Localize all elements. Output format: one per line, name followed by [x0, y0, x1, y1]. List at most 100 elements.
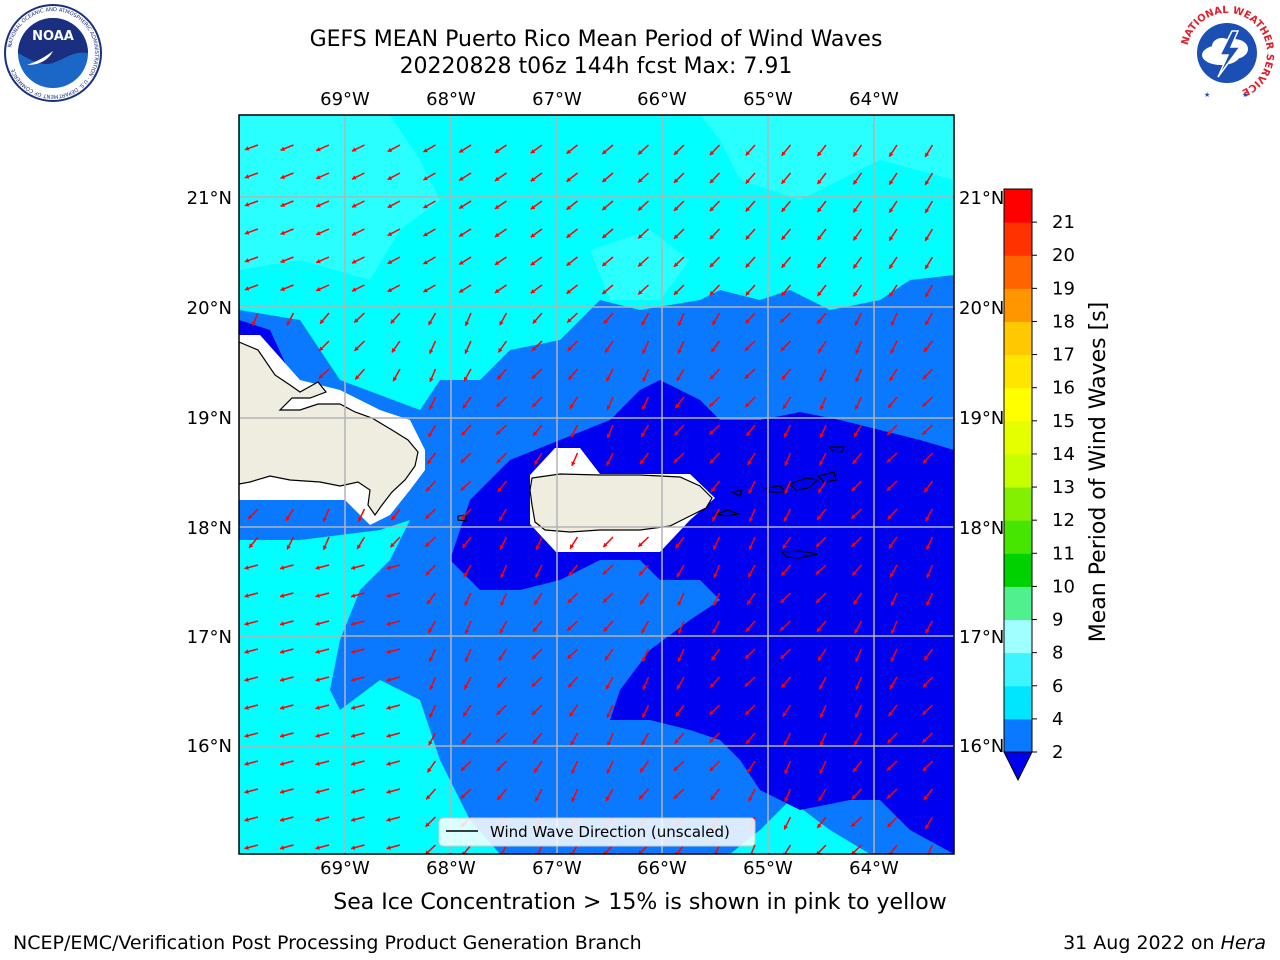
- wind-arrow-head: [854, 405, 860, 410]
- wind-arrow-head: [709, 262, 715, 268]
- wind-arrow-head: [464, 629, 470, 634]
- wind-arrow-head: [745, 291, 750, 296]
- map-subtitle: 20220828 t06z 144h fcst Max: 7.91: [399, 54, 793, 79]
- wind-arrow-head: [889, 208, 894, 213]
- wind-arrow-head: [641, 740, 646, 746]
- wind-arrow-head: [926, 545, 931, 550]
- wind-arrow-head: [889, 180, 894, 185]
- wind-arrow-head: [386, 761, 391, 766]
- wind-arrow-head: [286, 320, 291, 326]
- wind-arrow-head: [315, 733, 320, 738]
- wind-arrow-head: [351, 175, 357, 180]
- wind-arrow-head: [888, 711, 893, 717]
- wind-arrow-head: [280, 230, 285, 235]
- wind-arrow-head: [922, 738, 927, 743]
- wind-arrow-head: [852, 459, 857, 464]
- colorbar-swatch: [1004, 520, 1032, 554]
- wind-arrow-head: [780, 626, 785, 631]
- wind-arrow-head: [642, 713, 647, 718]
- wind-arrow-head: [819, 377, 824, 382]
- wind-arrow-head: [709, 234, 715, 240]
- wind-arrow-head: [817, 263, 822, 269]
- wind-arrow-head: [315, 845, 320, 850]
- wind-arrow-head: [570, 432, 575, 438]
- wind-arrow-head: [606, 461, 611, 466]
- wind-arrow-head: [423, 260, 428, 265]
- wind-arrow-head: [818, 656, 823, 661]
- wind-arrow-head: [638, 262, 643, 267]
- wind-arrow-head: [602, 570, 608, 575]
- wind-arrow-head: [747, 460, 752, 465]
- wind-arrow-head: [531, 346, 537, 351]
- wind-arrow-head: [461, 514, 466, 520]
- wind-arrow-head: [386, 705, 391, 710]
- wind-arrow-head: [351, 147, 357, 152]
- colorbar-tick-label: 11: [1052, 543, 1075, 564]
- wind-arrow-head: [425, 850, 430, 854]
- wind-arrow-head: [391, 347, 397, 353]
- wind-arrow-head: [532, 739, 538, 744]
- wind-arrow-head: [639, 570, 644, 576]
- wind-arrow-head: [322, 517, 328, 522]
- wind-arrow-head: [279, 817, 285, 822]
- wind-arrow-head: [853, 263, 858, 269]
- wind-arrow-head: [494, 204, 500, 209]
- wind-arrow-head: [673, 290, 679, 295]
- colorbar-tick-label: 21: [1052, 212, 1075, 233]
- colorbar-tick-label: 6: [1052, 676, 1063, 697]
- wind-arrow-head: [639, 794, 644, 800]
- wind-arrow-head: [710, 374, 715, 380]
- wind-arrow-head: [638, 234, 643, 239]
- wind-arrow-head: [819, 684, 824, 690]
- wind-arrow-head: [709, 738, 714, 743]
- lon-label-bottom: 66°W: [637, 858, 687, 879]
- wind-arrow-head: [386, 649, 391, 654]
- wind-arrow-head: [315, 593, 320, 598]
- lat-label-left: 16°N: [187, 736, 232, 757]
- wind-arrow-head: [285, 516, 290, 521]
- wind-arrow-head: [745, 710, 750, 715]
- wind-arrow-head: [854, 320, 859, 326]
- wind-arrow-head: [350, 565, 356, 570]
- lat-label-right: 18°N: [959, 518, 1004, 539]
- wind-arrow-head: [851, 542, 856, 547]
- wind-arrow-head: [464, 601, 469, 606]
- wind-arrow-head: [423, 176, 428, 181]
- wind-arrow-head: [641, 628, 646, 634]
- wind-arrow-head: [780, 318, 785, 323]
- wind-arrow-head: [315, 565, 320, 570]
- wind-arrow-head: [460, 458, 466, 463]
- wind-arrow-head: [851, 822, 856, 827]
- wind-arrow-head: [854, 740, 859, 745]
- colorbar-swatch: [1004, 321, 1032, 356]
- wind-arrow-head: [887, 430, 892, 436]
- lon-label-top: 65°W: [743, 89, 793, 110]
- wind-arrow-head: [923, 682, 928, 688]
- wind-arrow-head: [386, 565, 391, 570]
- lat-label-right: 20°N: [959, 298, 1004, 319]
- wind-arrow-head: [531, 374, 537, 379]
- lon-label-top: 66°W: [637, 89, 687, 110]
- wind-arrow-head: [535, 796, 540, 802]
- wind-arrow-head: [459, 176, 464, 181]
- wind-arrow-head: [567, 626, 572, 631]
- wind-arrow-head: [566, 177, 571, 182]
- colorbar-swatch: [1004, 222, 1032, 256]
- wind-arrow-head: [350, 621, 356, 626]
- colorbar-tick-label: 8: [1052, 643, 1063, 664]
- wind-arrow-head: [280, 174, 285, 179]
- wind-arrow-head: [781, 235, 786, 240]
- wind-arrow-head: [459, 232, 464, 237]
- wind-arrow-head: [535, 572, 540, 578]
- wind-arrow-head: [889, 292, 894, 297]
- wind-arrow-head: [244, 258, 250, 263]
- wind-arrow: [500, 844, 508, 854]
- wind-arrow-head: [817, 179, 822, 185]
- lon-label-top: 67°W: [532, 89, 582, 110]
- hispaniola-land-fill: [239, 341, 419, 517]
- wind-arrow: [675, 844, 685, 854]
- wind-arrow-head: [673, 458, 679, 463]
- wind-arrow-head: [463, 572, 468, 577]
- colorbar-swatch: [1004, 189, 1032, 223]
- wind-arrow-head: [783, 404, 788, 409]
